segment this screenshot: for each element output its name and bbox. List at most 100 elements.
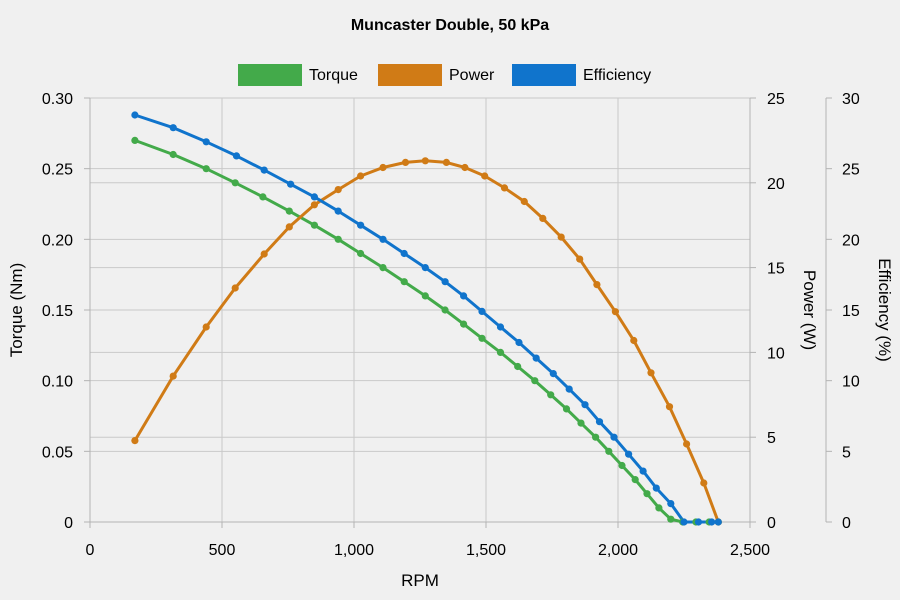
- torque-tick-label: 0.10: [42, 374, 73, 391]
- power-point: [260, 250, 268, 258]
- torque-point: [605, 447, 613, 455]
- power-axis-title: Power (W): [800, 270, 819, 350]
- torque-tick-label: 0.30: [42, 91, 73, 108]
- efficiency-point: [652, 484, 660, 492]
- torque-tick-label: 0.20: [42, 232, 73, 249]
- efficiency-point: [667, 500, 675, 508]
- torque-point: [618, 461, 626, 470]
- efficiency-tick-label: 15: [842, 303, 860, 320]
- efficiency-point: [565, 385, 573, 393]
- power-point: [131, 437, 139, 445]
- power-tick-label: 20: [767, 176, 785, 193]
- efficiency-point: [460, 292, 468, 300]
- power-point: [647, 369, 655, 377]
- legend: Torque Power Efficiency: [238, 64, 651, 86]
- torque-point: [285, 207, 293, 215]
- legend-label-torque: Torque: [309, 67, 358, 84]
- power-tick-label: 0: [767, 515, 776, 532]
- efficiency-point: [202, 138, 210, 146]
- power-point: [202, 323, 210, 331]
- power-point: [593, 281, 601, 289]
- torque-point: [514, 362, 522, 371]
- power-point: [500, 184, 509, 192]
- power-point: [700, 479, 708, 487]
- torque-point: [643, 490, 651, 498]
- efficiency-point: [515, 338, 523, 347]
- legend-label-efficiency: Efficiency: [583, 67, 651, 84]
- torque-point: [592, 433, 600, 441]
- torque-point: [478, 334, 486, 342]
- power-point: [379, 163, 387, 172]
- chart-title: Muncaster Double, 50 kPa: [351, 17, 549, 34]
- torque-tick-label: 0.25: [42, 162, 73, 179]
- power-point: [461, 163, 469, 172]
- power-point: [442, 158, 450, 166]
- efficiency-tick-label: 20: [842, 232, 860, 249]
- torque-axis-title: Torque (Nm): [7, 263, 26, 357]
- power-point: [310, 201, 318, 209]
- efficiency-point: [549, 370, 557, 378]
- x-tick-label: 1,000: [334, 542, 374, 559]
- power-point: [285, 223, 293, 231]
- torque-point: [460, 320, 468, 328]
- power-point: [611, 308, 620, 316]
- torque-tick-label: 0.15: [42, 303, 73, 320]
- power-point: [520, 197, 528, 206]
- power-point: [683, 440, 691, 448]
- efficiency-axis-title: Efficiency (%): [875, 258, 894, 362]
- torque-point: [577, 419, 585, 427]
- x-tick-label: 2,000: [598, 542, 638, 559]
- power-tick-label: 25: [767, 91, 785, 108]
- power-point: [421, 157, 429, 165]
- x-tick-label: 2,500: [730, 542, 770, 559]
- power-point: [539, 214, 547, 222]
- torque-point: [169, 150, 177, 159]
- efficiency-point: [708, 518, 716, 526]
- efficiency-tick-label: 5: [842, 444, 851, 461]
- torque-point: [667, 515, 675, 523]
- efficiency-point: [131, 111, 139, 119]
- efficiency-point: [714, 518, 722, 526]
- power-point: [334, 186, 342, 194]
- efficiency-point: [260, 166, 268, 174]
- torque-point: [379, 264, 387, 272]
- legend-swatch-torque: [238, 64, 302, 86]
- efficiency-tick-label: 0: [842, 515, 851, 532]
- efficiency-point: [595, 418, 604, 426]
- torque-point: [202, 165, 210, 173]
- torque-point: [547, 391, 555, 399]
- efficiency-point: [625, 450, 633, 458]
- power-point: [357, 172, 365, 180]
- axes: 0 500 1,000 1,500 2,000 2,50000.050.100.150.2…: [7, 91, 894, 559]
- efficiency-point: [379, 235, 387, 243]
- torque-point: [334, 235, 342, 243]
- efficiency-tick-label: 10: [842, 374, 860, 391]
- torque-point: [562, 405, 571, 413]
- efficiency-tick-label: 30: [842, 91, 860, 108]
- power-tick-label: 10: [767, 345, 785, 362]
- efficiency-point: [680, 518, 688, 526]
- efficiency-point: [694, 518, 703, 526]
- power-series-line: [133, 159, 720, 523]
- efficiency-point: [496, 323, 505, 331]
- power-point: [169, 372, 177, 380]
- efficiency-point: [400, 249, 408, 258]
- efficiency-point: [287, 180, 295, 188]
- power-point: [401, 158, 410, 166]
- x-tick-label: 1,500: [466, 542, 506, 559]
- torque-tick-label: 0: [64, 515, 73, 532]
- power-point: [231, 284, 239, 292]
- power-point: [481, 172, 489, 180]
- efficiency-point: [232, 152, 241, 160]
- power-tick-label: 15: [767, 261, 785, 278]
- x-axis-title: RPM: [401, 571, 439, 590]
- power-point: [665, 403, 674, 411]
- efficiency-tick-label: 25: [842, 162, 860, 179]
- efficiency-point: [357, 221, 365, 229]
- efficiency-point: [610, 433, 618, 441]
- torque-point: [421, 292, 429, 300]
- power-tick-label: 5: [767, 430, 776, 447]
- torque-point: [400, 278, 408, 286]
- legend-label-power: Power: [449, 67, 495, 84]
